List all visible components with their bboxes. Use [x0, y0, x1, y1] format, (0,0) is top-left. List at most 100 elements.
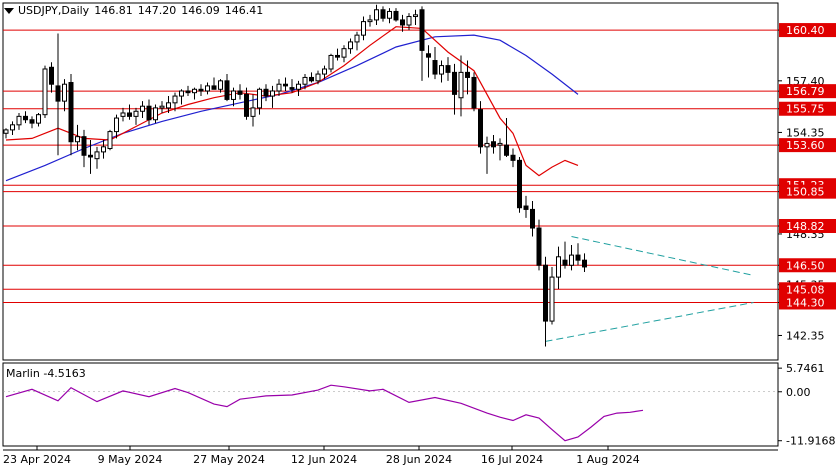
- candle: [400, 14, 405, 32]
- candle-body: [439, 65, 444, 75]
- candle-body: [81, 136, 87, 156]
- candle: [426, 45, 431, 78]
- candle-body: [218, 80, 223, 90]
- candle: [283, 77, 288, 91]
- candle-body: [283, 83, 288, 87]
- candle: [49, 62, 54, 93]
- candle: [530, 200, 535, 237]
- candle: [322, 65, 327, 80]
- candle-body: [75, 136, 80, 143]
- candle: [237, 84, 243, 100]
- candle: [569, 244, 574, 271]
- candle: [302, 74, 308, 90]
- candle-body: [458, 71, 464, 99]
- candle: [380, 6, 386, 22]
- candle: [231, 87, 236, 107]
- indicator-plot-frame: [2, 362, 779, 447]
- indicator-value: -4.5163: [43, 367, 86, 380]
- candle-body: [465, 71, 470, 78]
- candle: [413, 9, 418, 25]
- level-tag: [779, 218, 836, 233]
- level-tag: [779, 138, 836, 153]
- candle: [478, 101, 483, 154]
- candle-body: [322, 68, 327, 75]
- candle: [29, 116, 35, 129]
- candle: [218, 79, 223, 93]
- candle: [185, 85, 191, 97]
- candle: [68, 74, 74, 156]
- candle: [42, 65, 48, 119]
- candle-body: [413, 14, 418, 18]
- candle-body: [3, 129, 9, 134]
- candle: [107, 129, 113, 151]
- candle-body: [582, 259, 587, 268]
- candle-body: [523, 205, 529, 210]
- candle: [75, 124, 80, 151]
- candle: [361, 16, 366, 41]
- candle: [114, 114, 119, 139]
- candle-body: [244, 93, 249, 117]
- candle-body: [510, 154, 516, 161]
- time-tick-label: 1 Aug 2024: [576, 453, 639, 466]
- candle-body: [374, 9, 379, 21]
- candle-body: [172, 95, 178, 104]
- triangle-lower-line: [545, 301, 754, 342]
- level-tag: [779, 184, 836, 199]
- candle: [10, 121, 15, 135]
- level-tag: [779, 23, 836, 38]
- candle-body: [120, 112, 126, 117]
- chevron-down-icon[interactable]: [4, 8, 14, 14]
- candle-body: [517, 159, 522, 209]
- candle-body: [94, 151, 100, 160]
- candle-body: [23, 115, 28, 121]
- candle-body: [296, 83, 301, 90]
- candle-body: [62, 83, 67, 102]
- candle-body: [237, 90, 243, 95]
- candle-body: [387, 10, 392, 19]
- level-tag-label: 148.82: [786, 220, 825, 233]
- candle: [55, 33, 61, 156]
- candle: [510, 148, 516, 168]
- candle-body: [302, 76, 308, 85]
- candle: [3, 128, 9, 139]
- candle-body: [361, 21, 366, 36]
- candle: [439, 60, 444, 83]
- candle-body: [250, 107, 256, 117]
- candle: [140, 101, 145, 119]
- candle: [562, 241, 568, 269]
- candle-body: [328, 54, 334, 70]
- candle-body: [205, 85, 210, 92]
- candle: [16, 112, 22, 130]
- candle: [101, 140, 106, 159]
- candle: [257, 87, 262, 115]
- candle: [471, 72, 477, 112]
- candle-body: [127, 112, 132, 117]
- candle: [387, 8, 392, 24]
- candle-body: [29, 119, 35, 124]
- candle: [166, 96, 171, 113]
- candle: [179, 89, 184, 105]
- indicator-name: Marlin: [6, 367, 40, 380]
- candle: [556, 246, 561, 289]
- candle: [367, 14, 373, 27]
- candle-body: [55, 85, 61, 102]
- candle-body: [478, 109, 483, 148]
- candle-body: [315, 73, 321, 82]
- candle-body: [270, 90, 275, 97]
- candle-body: [562, 259, 568, 266]
- candle: [192, 87, 197, 100]
- candle-body: [88, 154, 93, 158]
- candle-body: [185, 90, 191, 94]
- candle: [198, 84, 204, 97]
- candle: [263, 84, 269, 102]
- candle: [211, 77, 217, 90]
- candle: [445, 57, 451, 81]
- candle-body: [257, 88, 262, 109]
- price-tick-label: 142.35: [786, 329, 825, 342]
- time-tick-label: 23 Apr 2024: [3, 453, 71, 466]
- candle: [36, 112, 41, 127]
- candle-body: [276, 83, 282, 92]
- candle: [523, 195, 529, 218]
- candle: [88, 140, 93, 174]
